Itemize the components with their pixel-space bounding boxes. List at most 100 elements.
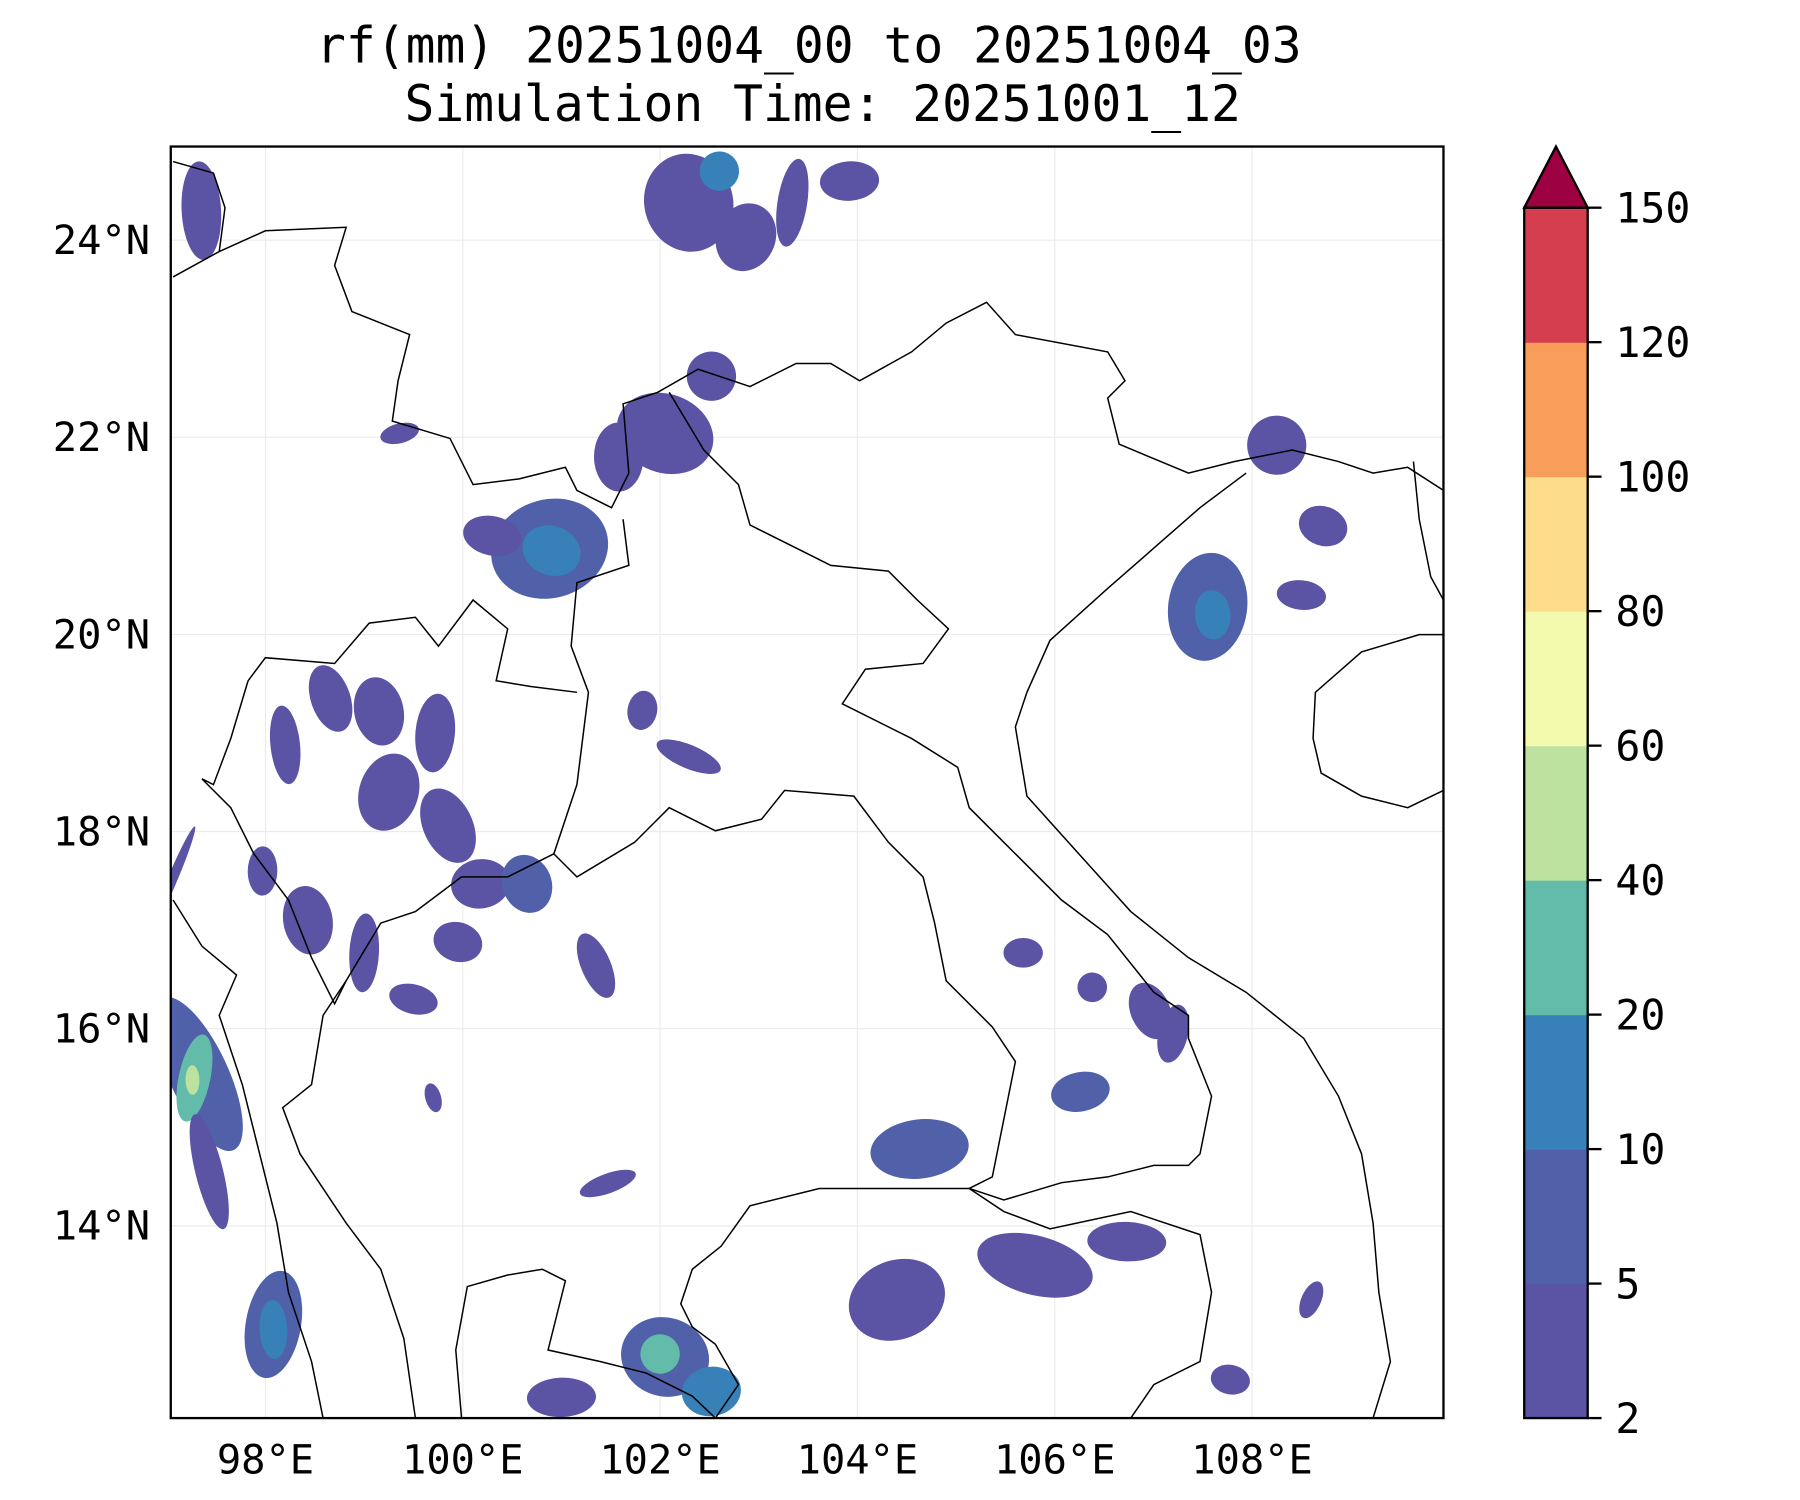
colorbar: 2 5 10 20 40 60 80 100 120 150	[1522, 144, 1690, 1443]
rain-cell	[1087, 1221, 1167, 1262]
border-line	[281, 980, 417, 1419]
colorbar-segment	[1524, 207, 1588, 343]
rain-cell	[776, 158, 809, 247]
rain-cell	[501, 854, 553, 913]
rain-cell	[594, 422, 644, 492]
rain-cell	[579, 1169, 636, 1198]
rain-cell	[349, 913, 380, 993]
colorbar-segment	[1524, 745, 1588, 881]
rain-cell	[415, 693, 456, 773]
x-tick-label: 104°E	[797, 1436, 919, 1483]
colorbar-segment	[1524, 880, 1588, 1016]
x-tick-label: 102°E	[599, 1436, 721, 1483]
rain-cell	[1299, 1281, 1324, 1319]
rain-cell	[819, 161, 880, 201]
border-line	[668, 391, 1213, 1201]
plot-frame	[169, 145, 1445, 1420]
rain-cell	[686, 351, 737, 401]
border-line	[1014, 472, 1392, 1419]
rain-cell	[451, 859, 511, 909]
colorbar-segment	[1524, 1149, 1588, 1285]
border-line	[201, 680, 249, 786]
border-line	[172, 160, 226, 278]
rain-cell	[269, 705, 301, 785]
x-tick-label: 98°E	[217, 1436, 314, 1483]
rain-cell	[526, 1377, 596, 1418]
rain-cell	[1247, 415, 1307, 475]
y-tick-label: 24°N	[53, 217, 150, 264]
border-line	[247, 598, 578, 694]
y-tick-label: 18°N	[53, 808, 150, 855]
rain-cell	[247, 846, 278, 896]
colorbar-extend-triangle	[1522, 144, 1590, 209]
rain-cell	[1298, 505, 1348, 547]
colorbar-segment	[1524, 342, 1588, 478]
rainfall-contours	[170, 151, 1348, 1418]
colorbar-frame	[1523, 206, 1589, 1420]
colorbar-tick-label: 2	[1615, 1394, 1640, 1443]
rain-cell	[576, 933, 616, 998]
rain-cell	[389, 983, 438, 1015]
rain-cell	[420, 788, 476, 863]
colorbar-segment	[1524, 611, 1588, 747]
rain-cell	[1003, 938, 1043, 968]
rain-cell	[380, 422, 419, 445]
rain-cell	[424, 1083, 442, 1113]
colorbar-tick-label: 5	[1615, 1260, 1640, 1309]
border-line	[455, 1268, 716, 1419]
rain-cell	[1210, 1364, 1250, 1395]
rain-cell	[1157, 1004, 1190, 1063]
rain-cell	[181, 161, 222, 260]
colorbar-tick-label: 80	[1615, 587, 1665, 636]
rain-cell	[522, 525, 581, 577]
rain-cell	[1194, 590, 1231, 640]
rain-cell	[358, 753, 420, 831]
colorbar-segment	[1524, 1283, 1588, 1419]
chart-title: rf(mm) 20251004_00 to 20251004_03	[316, 16, 1302, 74]
rain-cell	[1276, 580, 1326, 610]
y-tick-label: 22°N	[53, 414, 150, 461]
border-line	[1312, 633, 1444, 809]
border-line	[201, 778, 555, 1006]
colorbar-segment	[1524, 1014, 1588, 1150]
rain-cell	[185, 1065, 200, 1095]
rain-cell	[627, 690, 658, 730]
border-line	[679, 1187, 970, 1419]
rain-cell	[848, 1258, 945, 1341]
colorbar-tick-label: 10	[1615, 1125, 1665, 1174]
border-line	[172, 899, 324, 1419]
y-axis: 24°N 22°N 20°N 18°N 16°N 14°N	[53, 217, 150, 1250]
border-line	[218, 226, 1444, 509]
rain-cell	[681, 1366, 741, 1417]
colorbar-tick-label: 60	[1615, 722, 1665, 771]
country-borders-coastlines	[172, 160, 1444, 1419]
chart-subtitle: Simulation Time: 20251001_12	[405, 75, 1241, 133]
y-tick-label: 20°N	[53, 611, 150, 658]
colorbar-tick-label: 40	[1615, 856, 1665, 905]
gridlines	[170, 146, 1444, 1419]
rain-cell	[640, 1334, 680, 1374]
x-tick-label: 100°E	[402, 1436, 524, 1483]
rain-cell	[1077, 972, 1108, 1003]
colorbar-tick-label: 100	[1615, 453, 1690, 502]
rain-cell	[699, 151, 740, 191]
rain-cell	[353, 677, 405, 746]
border-line	[1412, 461, 1444, 601]
rain-cell	[977, 1232, 1093, 1298]
x-tick-label: 108°E	[1191, 1436, 1313, 1483]
x-tick-label: 106°E	[994, 1436, 1116, 1483]
rain-cell	[433, 921, 483, 963]
y-tick-label: 14°N	[53, 1203, 150, 1250]
rain-cell	[282, 886, 333, 955]
rain-cell	[1051, 1071, 1110, 1112]
rain-cell	[715, 203, 777, 272]
rain-cell	[656, 739, 721, 775]
colorbar-tick-label: 150	[1615, 184, 1690, 233]
colorbar-segment	[1524, 476, 1588, 612]
rain-cell	[463, 515, 522, 557]
colorbar-tick-label: 120	[1615, 318, 1690, 367]
rain-cell	[308, 665, 353, 732]
rain-cell	[870, 1119, 969, 1179]
border-line	[968, 1187, 1213, 1419]
